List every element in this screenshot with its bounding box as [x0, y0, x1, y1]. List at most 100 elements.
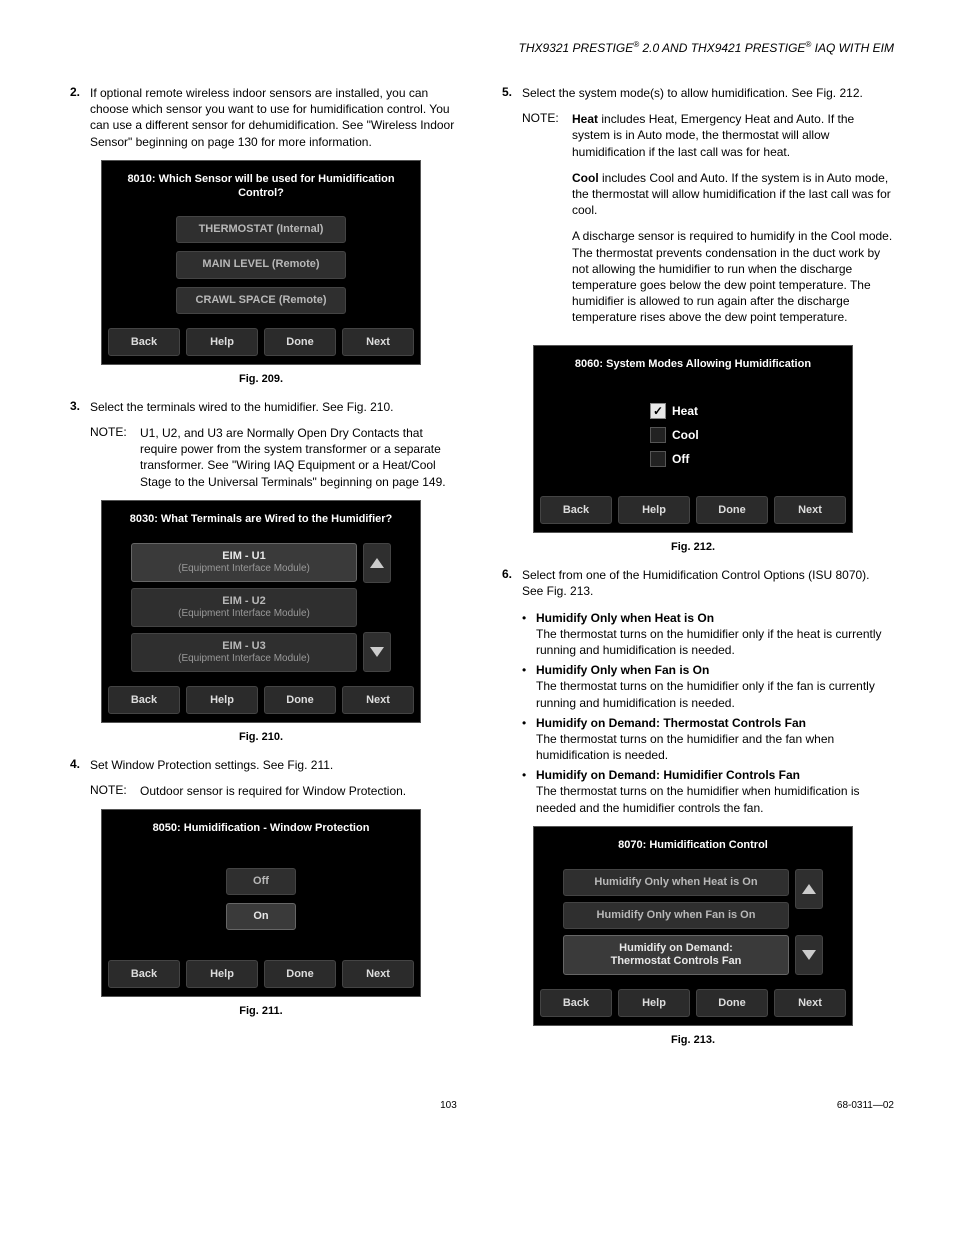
list-item: Humidify on Demand: Humidifier Controls …: [522, 767, 894, 816]
option-crawl-space[interactable]: CRAWL SPACE (Remote): [176, 287, 346, 314]
option-eim-u3[interactable]: EIM - U3 (Equipment Interface Module): [131, 633, 357, 672]
list-item: Humidify Only when Heat is OnThe thermos…: [522, 610, 894, 659]
screen-8030: 8030: What Terminals are Wired to the Hu…: [101, 500, 421, 723]
next-button[interactable]: Next: [342, 960, 414, 988]
step-3: 3. Select the terminals wired to the hum…: [60, 399, 462, 415]
page-header: THX9321 PRESTIGE® 2.0 AND THX9421 PRESTI…: [60, 40, 894, 55]
help-button[interactable]: Help: [186, 960, 258, 988]
step-4: 4. Set Window Protection settings. See F…: [60, 757, 462, 773]
checkbox-label: Cool: [672, 428, 699, 442]
list-item: Humidify on Demand: Thermostat Controls …: [522, 715, 894, 764]
checkbox-off[interactable]: Off: [650, 451, 689, 467]
next-button[interactable]: Next: [342, 686, 414, 714]
option-humidify-fan[interactable]: Humidify Only when Fan is On: [563, 902, 789, 929]
done-button[interactable]: Done: [696, 496, 768, 524]
step-num: 5.: [492, 85, 522, 101]
bullet-title: Humidify Only when Fan is On: [536, 663, 709, 677]
note-step4: NOTE: Outdoor sensor is required for Win…: [90, 783, 462, 799]
doc-number: 68-0311—02: [837, 1100, 894, 1111]
help-button[interactable]: Help: [186, 328, 258, 356]
next-button[interactable]: Next: [342, 328, 414, 356]
option-thermostat-internal[interactable]: THERMOSTAT (Internal): [176, 216, 346, 243]
screen-title: 8070: Humidification Control: [540, 833, 846, 861]
hdr-model-left: THX9321 PRESTIGE: [519, 41, 634, 55]
option-line2: Thermostat Controls Fan: [611, 955, 742, 967]
chevron-up-icon: [802, 884, 816, 894]
checkbox-empty-icon: [650, 427, 666, 443]
fig-213-caption: Fig. 213.: [492, 1034, 894, 1046]
page-number: 103: [440, 1100, 457, 1111]
done-button[interactable]: Done: [696, 989, 768, 1017]
check-icon: ✓: [650, 403, 666, 419]
scroll-down-button[interactable]: [363, 632, 391, 672]
option-eim-u2[interactable]: EIM - U2 (Equipment Interface Module): [131, 588, 357, 627]
note-label: NOTE:: [90, 783, 140, 799]
bullet-text: The thermostat turns on the humidifier a…: [536, 732, 834, 762]
chevron-down-icon: [370, 647, 384, 657]
screen-8050: 8050: Humidification - Window Protection…: [101, 809, 421, 997]
checkbox-label: Off: [672, 452, 689, 466]
option-humidify-heat[interactable]: Humidify Only when Heat is On: [563, 869, 789, 896]
page-footer: 103 68-0311—02: [60, 1100, 894, 1111]
back-button[interactable]: Back: [108, 328, 180, 356]
step-text: Select from one of the Humidification Co…: [522, 567, 894, 599]
bullet-text: The thermostat turns on the humidifier o…: [536, 679, 875, 709]
screen-8070: 8070: Humidification Control Humidify On…: [533, 826, 853, 1027]
back-button[interactable]: Back: [108, 960, 180, 988]
help-button[interactable]: Help: [186, 686, 258, 714]
back-button[interactable]: Back: [540, 989, 612, 1017]
step-6: 6. Select from one of the Humidification…: [492, 567, 894, 599]
step-num: 4.: [60, 757, 90, 773]
option-off[interactable]: Off: [226, 868, 296, 895]
checkbox-heat[interactable]: ✓ Heat: [650, 403, 698, 419]
next-button[interactable]: Next: [774, 496, 846, 524]
note-text: A discharge sensor is required to humidi…: [572, 228, 894, 325]
note-text: includes Heat, Emergency Heat and Auto. …: [572, 112, 854, 158]
next-button[interactable]: Next: [774, 989, 846, 1017]
note-bold: Cool: [572, 171, 599, 185]
option-main: EIM - U3: [222, 640, 265, 652]
checkbox-empty-icon: [650, 451, 666, 467]
note-text: U1, U2, and U3 are Normally Open Dry Con…: [140, 425, 462, 490]
bullet-title: Humidify Only when Heat is On: [536, 611, 714, 625]
hdr-right: IAQ WITH EIM: [811, 41, 894, 55]
checkbox-cool[interactable]: Cool: [650, 427, 699, 443]
fig-210-caption: Fig. 210.: [60, 731, 462, 743]
note-label: NOTE:: [522, 111, 572, 335]
scroll-up-button[interactable]: [795, 869, 823, 909]
option-main: EIM - U1: [222, 550, 265, 562]
option-main-level[interactable]: MAIN LEVEL (Remote): [176, 251, 346, 278]
help-button[interactable]: Help: [618, 496, 690, 524]
back-button[interactable]: Back: [540, 496, 612, 524]
step-2: 2. If optional remote wireless indoor se…: [60, 85, 462, 150]
bullet-title: Humidify on Demand: Thermostat Controls …: [536, 716, 806, 730]
left-column: 2. If optional remote wireless indoor se…: [60, 85, 462, 1060]
screen-8010: 8010: Which Sensor will be used for Humi…: [101, 160, 421, 365]
done-button[interactable]: Done: [264, 960, 336, 988]
checkbox-label: Heat: [672, 404, 698, 418]
note-step3: NOTE: U1, U2, and U3 are Normally Open D…: [90, 425, 462, 490]
hdr-mid: 2.0 AND THX9421 PRESTIGE: [639, 41, 805, 55]
note-text: Outdoor sensor is required for Window Pr…: [140, 783, 462, 799]
note-text: includes Cool and Auto. If the system is…: [572, 171, 891, 217]
help-button[interactable]: Help: [618, 989, 690, 1017]
step-5: 5. Select the system mode(s) to allow hu…: [492, 85, 894, 101]
step-text: Set Window Protection settings. See Fig.…: [90, 757, 462, 773]
option-humidify-demand-tstat[interactable]: Humidify on Demand: Thermostat Controls …: [563, 935, 789, 975]
bullet-title: Humidify on Demand: Humidifier Controls …: [536, 768, 800, 782]
option-sub: (Equipment Interface Module): [142, 563, 346, 575]
screen-title: 8050: Humidification - Window Protection: [108, 816, 414, 844]
step-text: Select the system mode(s) to allow humid…: [522, 85, 894, 101]
step-num: 3.: [60, 399, 90, 415]
done-button[interactable]: Done: [264, 686, 336, 714]
option-eim-u1[interactable]: EIM - U1 (Equipment Interface Module): [131, 543, 357, 582]
option-on[interactable]: On: [226, 903, 296, 930]
scroll-down-button[interactable]: [795, 935, 823, 975]
step-text: Select the terminals wired to the humidi…: [90, 399, 462, 415]
back-button[interactable]: Back: [108, 686, 180, 714]
scroll-up-button[interactable]: [363, 543, 391, 583]
done-button[interactable]: Done: [264, 328, 336, 356]
bullet-text: The thermostat turns on the humidifier w…: [536, 784, 860, 814]
list-item: Humidify Only when Fan is On The thermost…: [522, 662, 894, 711]
note-label: NOTE:: [90, 425, 140, 490]
